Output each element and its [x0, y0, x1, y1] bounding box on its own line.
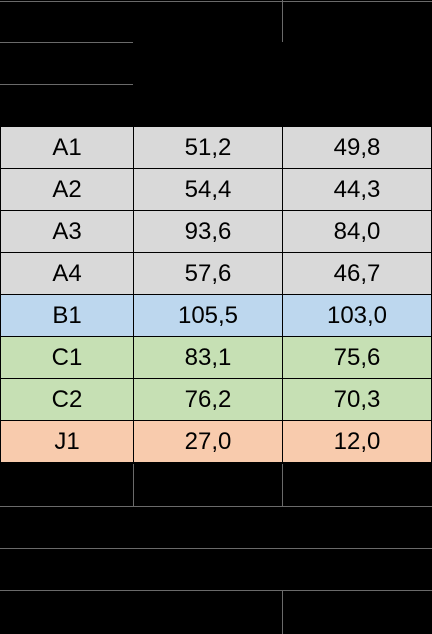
row-label: B1	[0, 294, 134, 337]
value-cell: 76,2	[133, 378, 283, 421]
rule	[0, 506, 432, 507]
value-cell: 75,6	[282, 336, 432, 379]
value-cell: 93,6	[133, 210, 283, 253]
row-label: A1	[0, 126, 134, 169]
row-label: A4	[0, 252, 134, 295]
rule	[282, 590, 283, 634]
rule	[0, 590, 432, 591]
value-cell: 27,0	[133, 420, 283, 463]
rule	[0, 42, 133, 43]
value-cell: 46,7	[282, 252, 432, 295]
value-cell: 12,0	[282, 420, 432, 463]
rule	[0, 548, 432, 549]
value-cell: 49,8	[282, 126, 432, 169]
value-cell: 83,1	[133, 336, 283, 379]
value-cell: 70,3	[282, 378, 432, 421]
row-label: A3	[0, 210, 134, 253]
value-cell: 54,4	[133, 168, 283, 211]
row-label: J1	[0, 420, 134, 463]
rule	[0, 84, 133, 85]
rule	[0, 1, 432, 2]
value-cell: 105,5	[133, 294, 283, 337]
rule	[282, 0, 283, 42]
row-label: A2	[0, 168, 134, 211]
rule	[133, 464, 134, 506]
value-cell: 57,6	[133, 252, 283, 295]
value-cell: 51,2	[133, 126, 283, 169]
rule	[282, 464, 283, 506]
row-label: C2	[0, 378, 134, 421]
value-cell: 44,3	[282, 168, 432, 211]
row-label: C1	[0, 336, 134, 379]
value-cell: 103,0	[282, 294, 432, 337]
value-cell: 84,0	[282, 210, 432, 253]
